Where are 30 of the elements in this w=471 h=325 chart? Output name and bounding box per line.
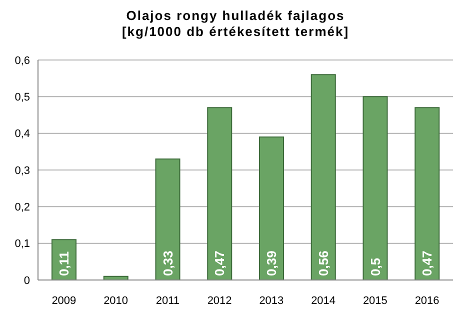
y-tick-label: 0,2 <box>14 202 30 214</box>
x-tick-label: 2010 <box>104 294 128 307</box>
bar <box>207 107 232 280</box>
chart-title: Olajos rongy hulladék fajlagos <box>125 8 346 24</box>
y-tick-label: 0,6 <box>14 54 30 67</box>
y-tick-label: 0,1 <box>14 238 30 250</box>
chart-subtitle: [kg/1000 db értékesített termék] <box>120 24 350 40</box>
data-label: 0,11 <box>56 251 72 276</box>
x-tick-label: 2016 <box>414 294 440 307</box>
data-label: 0,33 <box>160 250 176 276</box>
y-tick-label: 0,4 <box>14 128 30 140</box>
x-tick-label: 2009 <box>52 294 76 307</box>
bar <box>310 74 336 280</box>
x-tick-label: 2013 <box>259 294 284 307</box>
y-tick-label: 0,3 <box>14 164 30 177</box>
x-tick-label: 2011 <box>156 294 180 307</box>
data-label: 0,47 <box>420 250 435 276</box>
bar <box>414 107 440 280</box>
x-tick-label: 2015 <box>362 294 388 307</box>
bar <box>155 158 180 280</box>
data-label: 0,5 <box>368 258 383 276</box>
bar <box>259 136 284 280</box>
data-label: 0,56 <box>316 250 331 276</box>
y-tick-label: 0,5 <box>14 92 30 104</box>
data-label: 0,47 <box>212 250 228 276</box>
x-tick-label: 2014 <box>311 294 336 307</box>
data-label: 0,39 <box>264 250 279 276</box>
y-tick-label: 0 <box>24 274 30 287</box>
bar <box>362 96 388 280</box>
x-tick-label: 2012 <box>207 294 232 307</box>
